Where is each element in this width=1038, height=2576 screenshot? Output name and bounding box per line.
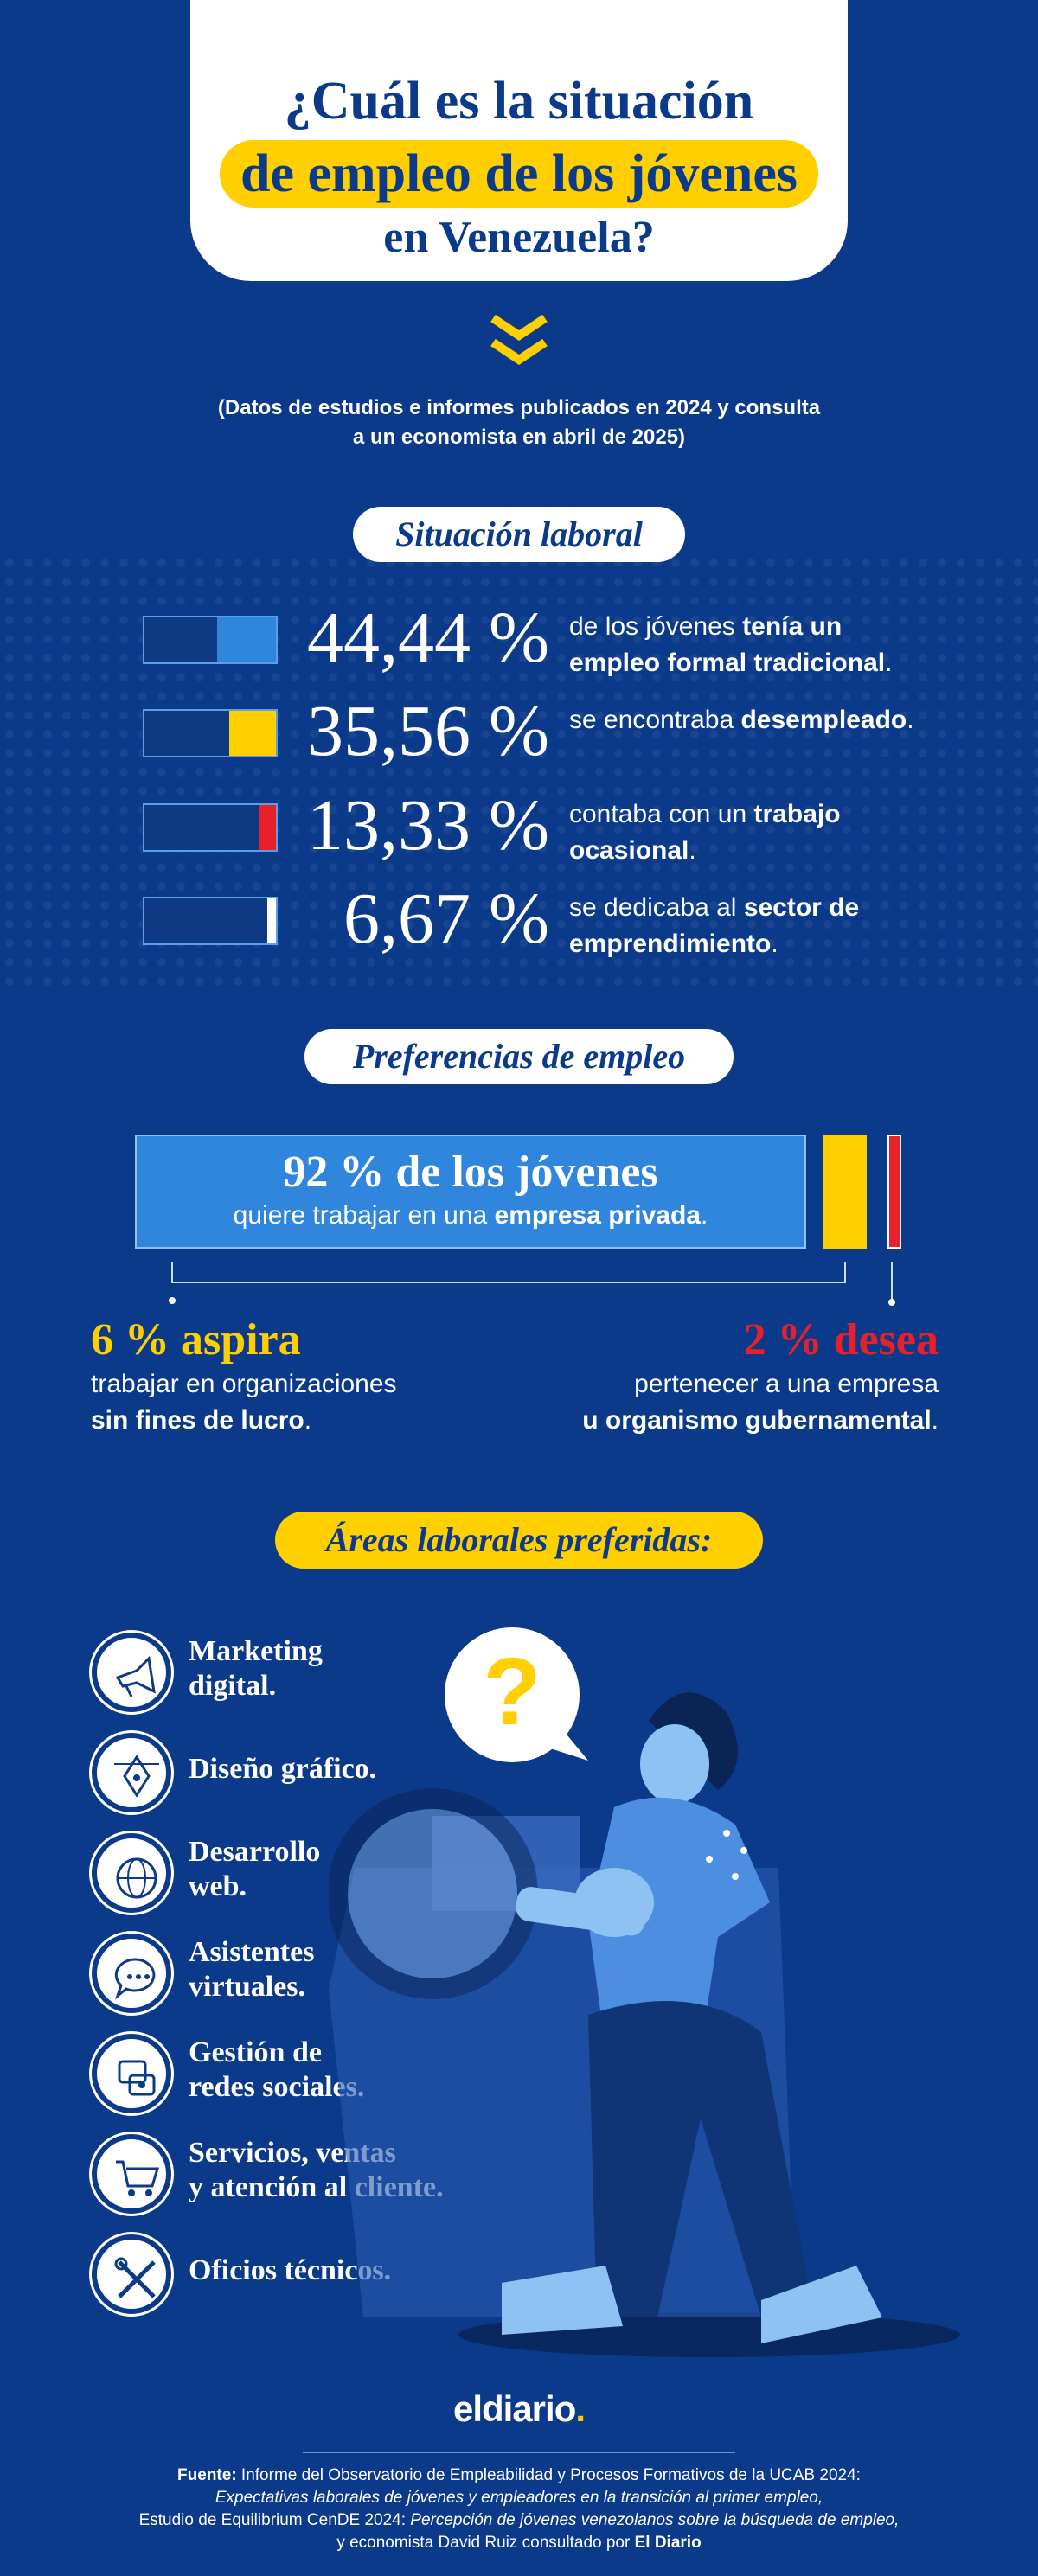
eldiario-logo: eldiario.: [452, 2388, 586, 2429]
chevron-down-icon: [490, 314, 548, 366]
megaphone-icon: [115, 1655, 156, 1697]
tools-icon: [114, 2257, 156, 2298]
divider: [303, 2452, 735, 2453]
area-label: Gestión de redes sociales.: [189, 2036, 365, 2103]
nonprofit-preference-bar: [823, 1135, 867, 1249]
stat-description: de los jóvenes tenía un empleo formal tr…: [569, 612, 893, 677]
section-heading-preferencias: Preferencias de empleo: [304, 1029, 734, 1084]
nonprofit-preference-text: 6 % aspira trabajar en organizaciones si…: [91, 1314, 523, 1439]
area-item: Diseño gráfico.: [92, 1733, 524, 1819]
private-company-description: quiere trabajar en una empresa privada.: [233, 1201, 708, 1230]
stat-bar-fill: [258, 805, 276, 850]
stat-percentage: 13,33 %: [307, 785, 549, 866]
area-item: Desarrollo web.: [92, 1833, 524, 1920]
stat-percentage: 35,56 %: [307, 691, 549, 771]
woman-with-magnifier-illustration: ?: [329, 1627, 960, 2357]
area-item: Oficios técnicos.: [92, 2234, 524, 2321]
stat-row: 13,33 % contaba con un trabajo ocasional.: [0, 784, 1038, 866]
title-line-3: en Venezuela?: [383, 213, 655, 262]
stat-description: se dedicaba al sector de emprendimiento.: [569, 893, 860, 958]
social-media-icon: [118, 2060, 156, 2096]
area-item: Marketing digital.: [92, 1633, 524, 1719]
shopping-cart-icon: [116, 2160, 160, 2196]
source-citation: Fuente: Informe del Observatorio de Empl…: [138, 2466, 900, 2552]
stat-description: contaba con un trabajo ocasional.: [569, 800, 841, 865]
stat-row: 6,67 % se dedicaba al sector de emprendim…: [0, 878, 1038, 959]
title-line-2-highlight: de empleo de los jóvenes: [219, 140, 819, 208]
area-label: Asistentes virtuales.: [189, 1936, 315, 2003]
section-heading-areas: Áreas laborales preferidas:: [275, 1512, 763, 1569]
stat-bar: [143, 803, 278, 852]
svg-text:?: ?: [483, 1639, 541, 1745]
government-preference-text: 2 % desea pertenecer a una empresa u org…: [506, 1314, 939, 1439]
area-label: Marketing digital.: [189, 1635, 323, 1702]
stat-bar: [143, 897, 278, 945]
private-company-percentage: 92 % de los jóvenes: [283, 1147, 658, 1197]
stat-description: se encontraba desempleado.: [569, 706, 914, 734]
title-card: ¿Cuál es la situación de empleo de los j…: [190, 0, 848, 281]
connector-line: [171, 1262, 846, 1283]
stat-percentage: 44,44 %: [307, 598, 549, 678]
area-item: Asistentes virtuales.: [92, 1934, 524, 2020]
pen-tool-icon: [114, 1755, 159, 1798]
stat-row: 44,44 % de los jóvenes tenía un empleo fo…: [0, 597, 1038, 678]
connector-dot: [169, 1297, 176, 1304]
stat-bar-fill: [266, 898, 276, 943]
area-label: Diseño gráfico.: [189, 1753, 377, 1785]
data-source-note: (Datos de estudios e informes publicados…: [217, 396, 821, 449]
section-heading-situacion: Situación laboral: [353, 507, 685, 562]
area-label: Desarrollo web.: [189, 1836, 321, 1902]
government-preference-bar: [887, 1135, 901, 1249]
nonprofit-percentage: 6 % aspira: [91, 1315, 301, 1365]
stat-bar: [143, 709, 278, 757]
area-item: Gestión de redes sociales.: [92, 2034, 524, 2120]
stat-bar-fill: [228, 711, 276, 756]
private-company-preference-box: 92 % de los jóvenes quiere trabajar en u…: [135, 1135, 806, 1249]
stat-bar-fill: [217, 617, 276, 662]
government-percentage: 2 % desea: [743, 1315, 939, 1365]
globe-icon: [116, 1857, 157, 1899]
stat-bar: [143, 616, 278, 664]
title-line-1: ¿Cuál es la situación: [284, 72, 754, 131]
connector-dot: [888, 1299, 895, 1306]
chat-bubble-icon: [114, 1958, 156, 2000]
stat-row: 35,56 % se encontraba desempleado.: [0, 690, 1038, 771]
connector-line-red: [891, 1262, 893, 1302]
stat-percentage: 6,67 %: [343, 879, 549, 959]
